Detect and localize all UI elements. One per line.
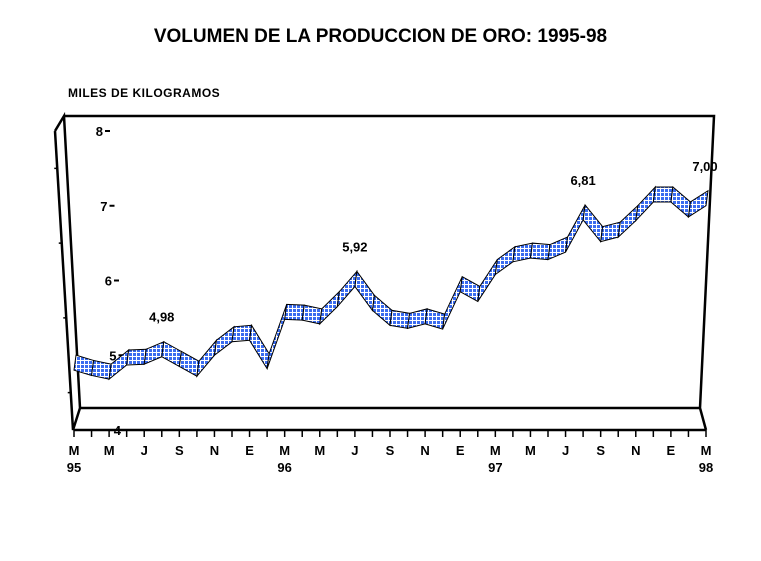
ribbon-segment: [213, 325, 235, 357]
ribbon-segment: [301, 304, 323, 325]
x-tick-label: M: [490, 443, 501, 458]
y-tick-label: 7: [100, 199, 107, 214]
chart-frame: [53, 111, 716, 432]
x-tick-label: E: [667, 443, 676, 458]
x-tick-label: M: [314, 443, 325, 458]
ribbon-segment: [459, 275, 481, 303]
x-tick-label: S: [386, 443, 395, 458]
x-tick-label: M: [69, 443, 80, 458]
x-tick-label: J: [351, 443, 358, 458]
ribbon-segment: [512, 242, 534, 263]
year-label: 98: [699, 460, 713, 475]
ribbon-segment: [529, 242, 551, 261]
ribbon-segment: [266, 304, 288, 369]
data-label: 7,00: [692, 159, 717, 174]
data-label: 4,98: [149, 310, 174, 325]
ribbon-segment: [406, 308, 428, 330]
ribbon-segment: [617, 204, 639, 239]
x-tick-label: N: [631, 443, 640, 458]
x-tick-label: M: [279, 443, 290, 458]
ribbon-segment: [687, 189, 709, 218]
x-tick-label: N: [210, 443, 219, 458]
x-tick-label: S: [596, 443, 605, 458]
ribbon-segment: [143, 340, 165, 366]
ribbon-segment: [635, 185, 657, 223]
ribbon-segment: [126, 348, 147, 366]
data-label: 5,92: [342, 239, 367, 254]
ribbon-segment: [249, 323, 270, 371]
y-axis-label: MILES DE KILOGRAMOS: [68, 86, 221, 100]
ribbon-segment: [477, 259, 498, 302]
x-tick-label: S: [175, 443, 184, 458]
ribbon-segment: [336, 269, 358, 309]
x-tick-label: J: [141, 443, 148, 458]
ribbon-segment: [565, 204, 586, 253]
ribbon-segment: [389, 309, 411, 329]
year-label: 97: [488, 460, 502, 475]
y-tick-label: 6: [105, 274, 112, 289]
x-tick-label: M: [701, 443, 712, 458]
ribbon-segment: [442, 276, 463, 330]
ribbon-segment: [319, 290, 341, 326]
year-label: 95: [67, 460, 81, 475]
y-tick-label: 8: [96, 124, 103, 139]
y-tick-label: 5: [109, 348, 116, 363]
x-tick-label: E: [245, 443, 254, 458]
ribbon-segment: [161, 340, 182, 368]
x-tick-label: M: [525, 443, 536, 458]
ribbon-segment: [178, 350, 200, 377]
x-tick-label: M: [104, 443, 115, 458]
ribbon-segment: [196, 338, 218, 378]
ribbon-segment: [582, 203, 604, 243]
x-tick-label: N: [420, 443, 429, 458]
ribbon-segment: [600, 221, 621, 243]
data-label: 6,81: [570, 173, 595, 188]
chart-title: VOLUMEN DE LA PRODUCCION DE ORO: 1995-98: [153, 26, 608, 47]
x-tick-label: E: [456, 443, 465, 458]
ribbon-segment: [90, 359, 112, 380]
ribbon-segment: [371, 294, 393, 327]
x-tick-label: J: [562, 443, 569, 458]
ribbon-segment: [494, 245, 516, 276]
ribbon-segment: [670, 186, 691, 218]
ribbon-segment: [547, 236, 569, 261]
year-label: 96: [277, 460, 291, 475]
ribbon-segment: [424, 308, 446, 330]
ribbon-segment: [284, 303, 305, 321]
y-tick-label: 4: [114, 423, 122, 438]
ribbon-segment: [354, 270, 375, 312]
ribbon-segment: [652, 186, 674, 203]
ribbon-segment: [231, 324, 253, 343]
